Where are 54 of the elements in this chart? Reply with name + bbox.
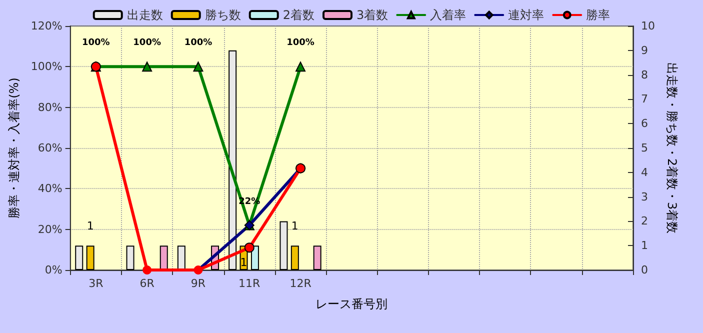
y2-tick-label: 7 bbox=[641, 92, 648, 106]
legend-label: 勝率 bbox=[586, 8, 610, 22]
point bbox=[244, 242, 254, 253]
bar bbox=[86, 246, 94, 270]
y2-tick-label: 3 bbox=[641, 190, 648, 204]
y2-tick-label: 8 bbox=[641, 68, 648, 82]
data-label: 100% bbox=[184, 38, 212, 48]
y-tick-label: 120% bbox=[30, 20, 62, 32]
y-tick-label: 20% bbox=[38, 222, 62, 236]
y2-axis-title: 出走数・勝ち数・2着数・3着数 bbox=[664, 62, 679, 234]
y2-tick-label: 4 bbox=[641, 166, 648, 179]
data-label: 1 bbox=[86, 220, 94, 233]
data-label: 100% bbox=[82, 38, 110, 48]
y-tick-label: 80% bbox=[38, 100, 62, 114]
y2-tick-label: 10 bbox=[641, 20, 655, 32]
point bbox=[193, 62, 204, 72]
y2-tick-label: 6 bbox=[641, 117, 648, 130]
bar bbox=[280, 221, 288, 270]
bar bbox=[290, 246, 299, 270]
x-axis-title: レース番号別 bbox=[316, 297, 388, 311]
x-tick-label: 9R bbox=[190, 277, 206, 290]
y-tick-label: 100% bbox=[30, 60, 62, 74]
legend-label: 2着数 bbox=[282, 8, 315, 22]
y2-tick-label: 9 bbox=[641, 44, 648, 57]
bar bbox=[126, 246, 134, 270]
legend-label: 3着数 bbox=[356, 8, 388, 22]
legend-label: 勝ち数 bbox=[204, 8, 241, 22]
legend-label: 出走数 bbox=[126, 8, 163, 22]
y2-tick-label: 2 bbox=[641, 214, 648, 228]
data-label: 1 bbox=[240, 256, 248, 269]
bar bbox=[160, 246, 168, 270]
legend-label: 連対率 bbox=[508, 8, 544, 22]
data-label: 1 bbox=[291, 220, 298, 233]
y-axis-title: 勝率・連対率・入着率(%) bbox=[7, 78, 21, 218]
bar bbox=[177, 246, 186, 270]
bar bbox=[75, 246, 84, 270]
data-label: 100% bbox=[133, 38, 161, 48]
y-tick-label: 60% bbox=[38, 142, 62, 154]
x-tick-label: 6R bbox=[140, 277, 155, 290]
bar bbox=[228, 50, 237, 270]
y-tick-label: 40% bbox=[38, 182, 62, 196]
y2-tick-label: 5 bbox=[641, 142, 648, 154]
x-tick-label: 3R bbox=[88, 277, 104, 290]
x-tick-label: 11R bbox=[238, 277, 261, 290]
point bbox=[142, 62, 152, 72]
y-tick-label: 0% bbox=[44, 264, 62, 276]
data-label: 100% bbox=[286, 38, 314, 48]
legend-label: 入着率 bbox=[430, 8, 466, 22]
point bbox=[296, 62, 306, 72]
point bbox=[142, 266, 152, 274]
bar bbox=[313, 246, 322, 270]
y2-tick-label: 1 bbox=[641, 239, 648, 252]
y2-tick-label: 0 bbox=[641, 264, 648, 276]
x-tick-label: 12R bbox=[290, 277, 312, 290]
